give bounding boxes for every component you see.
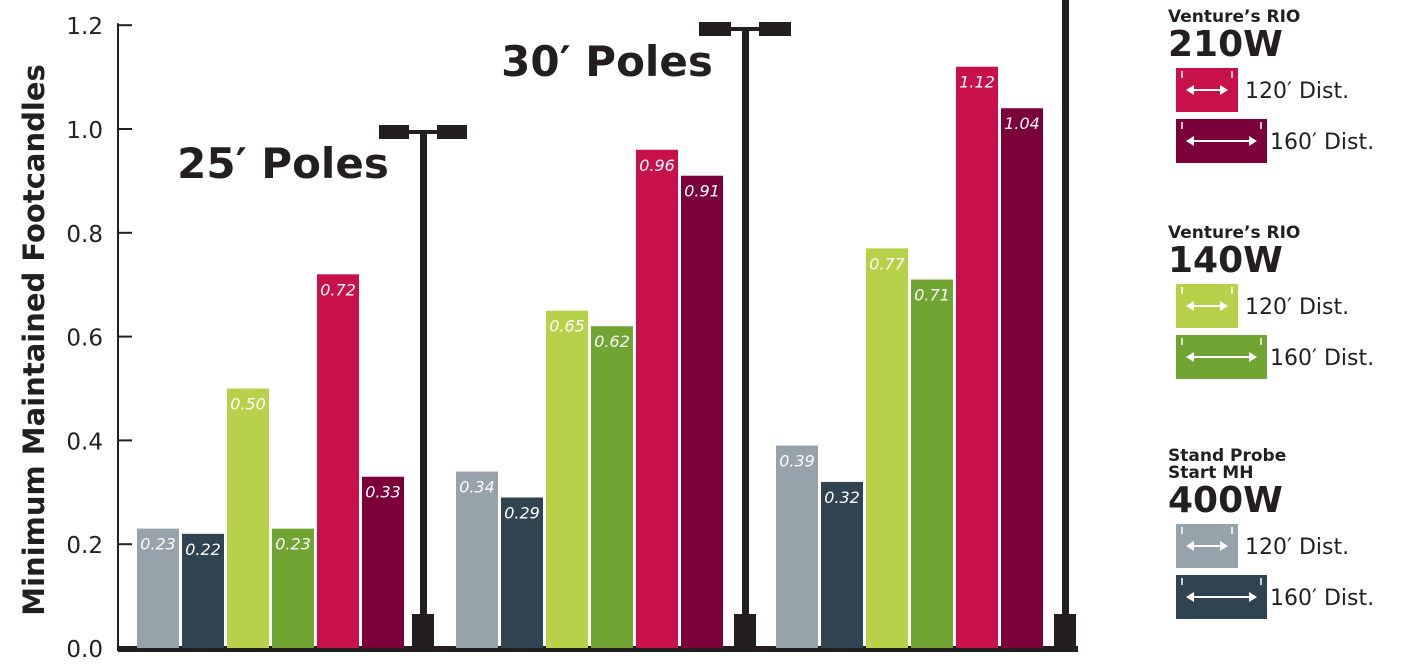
pole-lamp: [379, 125, 409, 139]
bar: [501, 497, 543, 648]
bar: [591, 326, 633, 648]
arrow-left-icon: [1186, 85, 1194, 95]
data-label: 1.12: [959, 73, 995, 92]
pole-base: [1054, 614, 1076, 648]
data-label: 0.39: [779, 452, 815, 471]
pole-icon: [742, 28, 749, 648]
data-label: 0.33: [365, 483, 401, 502]
pole-lamp: [437, 125, 467, 139]
arrow-left-icon: [1186, 301, 1194, 311]
bars: [137, 66, 1043, 649]
group-title: 30′ Poles: [501, 37, 713, 86]
pole-illustrations: [379, 0, 1076, 648]
data-label: 0.77: [869, 254, 905, 273]
y-tick-label: 1.0: [66, 118, 103, 144]
legend-item-label: 160′ Dist.: [1270, 586, 1374, 611]
legend-wattage: 210W: [1168, 24, 1283, 65]
legend-title: Venture’s RIO: [1168, 223, 1300, 243]
bar: [456, 471, 498, 648]
y-tick-label: 1.2: [66, 14, 103, 40]
y-tick-label: 0.4: [66, 429, 103, 455]
arrow-left-icon: [1186, 541, 1194, 551]
arrow-right-icon: [1220, 85, 1228, 95]
bar: [1001, 108, 1043, 649]
bar: [636, 149, 678, 648]
legend-title: Venture’s RIO: [1168, 7, 1300, 27]
data-label: 0.96: [639, 156, 675, 175]
pole-icon: [1062, 0, 1069, 648]
arrow-right-icon: [1220, 541, 1228, 551]
legend-item-label: 160′ Dist.: [1270, 130, 1374, 155]
bar: [227, 388, 269, 648]
bar: [182, 533, 224, 648]
data-label: 1.04: [1004, 114, 1040, 133]
bar: [317, 274, 359, 648]
pole-icon: [420, 131, 427, 648]
y-axis-label: Minimum Maintained Footcandles: [17, 64, 51, 616]
data-label: 0.29: [504, 503, 540, 522]
bar: [911, 279, 953, 648]
data-labels: 0.23 0.22 0.50 0.23 0.72 0.33 0.34 0.29 0.65 0.62…: [140, 73, 1040, 559]
arrow-right-icon: [1249, 592, 1257, 602]
data-label: 0.72: [320, 280, 356, 299]
legend-item-label: 120′ Dist.: [1245, 535, 1349, 560]
y-axis: 0.0 0.2 0.4 0.6 0.8 1.0 1.2: [66, 14, 1078, 663]
y-tick-label: 0.0: [66, 637, 103, 663]
group-title: 25′ Poles: [177, 139, 389, 188]
bar: [956, 66, 998, 649]
data-label: 0.22: [185, 540, 221, 559]
bar: [821, 481, 863, 648]
arrow-left-icon: [1186, 592, 1194, 602]
pole-lamp: [759, 22, 791, 36]
legend-wattage: 400W: [1168, 480, 1283, 521]
pole-arm: [699, 27, 791, 31]
bar: [866, 248, 908, 648]
bar: [272, 528, 314, 648]
pole-lamp: [699, 22, 731, 36]
y-tick-label: 0.2: [66, 533, 103, 559]
data-label: 0.91: [684, 182, 720, 201]
legend-item-label: 120′ Dist.: [1245, 79, 1349, 104]
data-label: 0.23: [275, 535, 311, 554]
data-label: 0.62: [594, 332, 630, 351]
legend-title: Start MH: [1168, 463, 1253, 483]
legend-item-label: 120′ Dist.: [1245, 295, 1349, 320]
bar: [362, 476, 404, 648]
data-label: 0.50: [230, 395, 266, 414]
bar: [776, 445, 818, 648]
pole-base: [734, 614, 756, 648]
data-label: 0.71: [914, 286, 950, 305]
arrow-left-icon: [1186, 352, 1194, 362]
arrow-right-icon: [1249, 136, 1257, 146]
legend-title: Stand Probe: [1168, 446, 1286, 466]
arrow-left-icon: [1186, 136, 1194, 146]
data-label: 0.34: [459, 478, 495, 497]
data-label: 0.23: [140, 535, 176, 554]
arrow-right-icon: [1220, 301, 1228, 311]
pole-arm: [379, 130, 467, 134]
group-titles: 25′ Poles 30′ Poles: [177, 37, 713, 188]
y-tick-label: 0.8: [66, 222, 103, 248]
arrow-right-icon: [1249, 352, 1257, 362]
bar: [546, 310, 588, 648]
bar: [137, 528, 179, 648]
data-label: 0.65: [549, 317, 585, 336]
legend-wattage: 140W: [1168, 240, 1283, 281]
y-tick-label: 0.6: [66, 326, 103, 352]
pole-base: [412, 614, 434, 648]
data-label: 0.32: [824, 488, 860, 507]
bar: [681, 175, 723, 648]
legend-item-label: 160′ Dist.: [1270, 346, 1374, 371]
